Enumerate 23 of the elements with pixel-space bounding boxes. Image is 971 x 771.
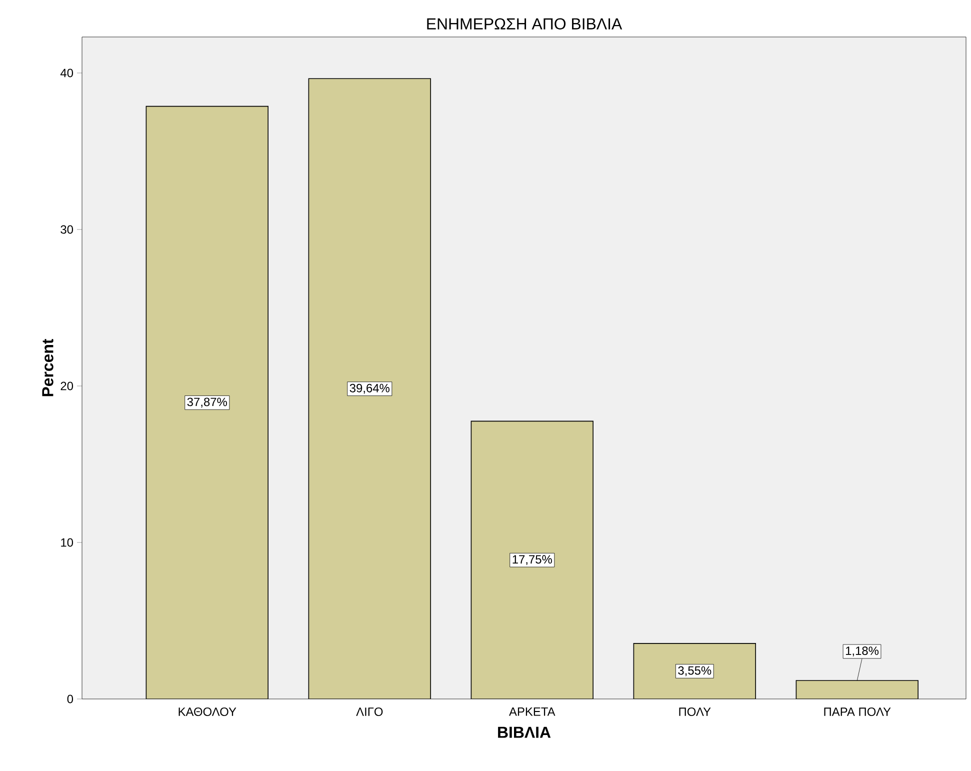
data-label: 39,64% (350, 384, 390, 394)
y-tick-label: 20 (60, 382, 74, 390)
x-axis-title: ΒΙΒΛΙΑ (498, 726, 551, 738)
bar (633, 643, 756, 699)
y-tick-label: 40 (60, 68, 74, 78)
x-tick-label: ΠΟΛΥ (679, 708, 711, 716)
y-tick-label: 0 (67, 694, 74, 704)
bar (471, 421, 594, 699)
x-tick-label: ΠΑΡΑ ΠΟΛΥ (824, 708, 891, 716)
data-label: 1,18% (846, 646, 879, 656)
y-tick-label: 10 (61, 538, 74, 547)
data-label: 17,75% (512, 555, 552, 566)
x-tick-label: ΚΑΘΟΛΟΥ (178, 708, 236, 716)
bar (146, 106, 268, 699)
bar (796, 680, 918, 699)
data-label: 37,87% (187, 398, 227, 408)
data-label: 3,55% (678, 666, 712, 676)
x-tick-label: ΑΡΚΕΤΑ (509, 708, 556, 716)
y-tick-label: 30 (60, 225, 74, 234)
x-tick-label: ΛΙΓΟ (356, 708, 383, 716)
y-axis-title: Percent (42, 338, 54, 396)
bar (308, 78, 431, 699)
chart-title: ΕΝΗΜΕΡΩΣΗ ΑΠΟ ΒΙΒΛΙΑ (427, 18, 622, 30)
